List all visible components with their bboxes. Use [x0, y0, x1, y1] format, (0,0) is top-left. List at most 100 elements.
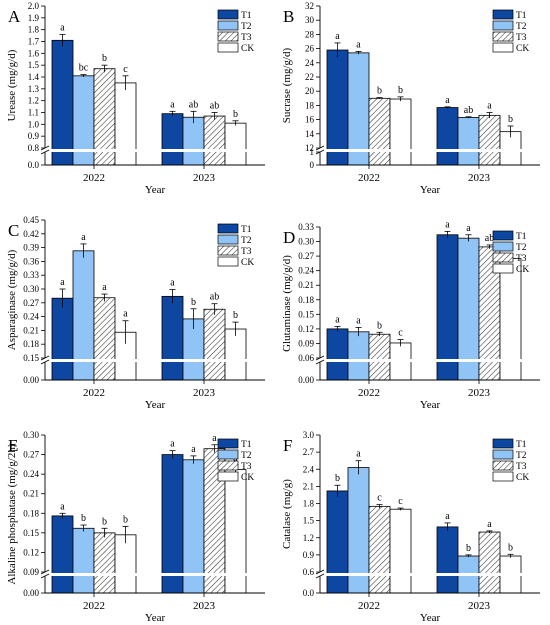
y-tick-label: 0.15	[298, 309, 314, 319]
legend-swatch	[217, 245, 239, 256]
y-tick-label: 22	[305, 72, 314, 82]
significance-letter: c	[398, 496, 403, 507]
y-tick-label: 0.00	[298, 375, 314, 385]
bar	[114, 534, 137, 594]
y-tick-label: 2.0	[28, 1, 40, 11]
legend-swatch	[217, 223, 239, 234]
y-tick-label: 28	[305, 29, 315, 39]
axis-break-band	[43, 573, 265, 576]
y-axis-label: Urease (mg/g/d)	[6, 49, 18, 121]
bar	[161, 295, 184, 381]
bar	[114, 82, 137, 166]
x-tick-label: 2023	[468, 387, 491, 399]
bar	[368, 97, 391, 166]
axis-break-mark	[315, 573, 325, 579]
y-axis-label: Alkaline phosphatase (mg/g/2h)	[6, 443, 18, 584]
y-tick-label: 0.18	[298, 295, 314, 305]
bar	[326, 328, 349, 381]
y-tick-label: 16	[305, 115, 315, 125]
y-tick-label: 1.4	[28, 72, 40, 82]
legend-label: CK	[516, 44, 529, 54]
legend-label: CK	[516, 265, 529, 275]
legend-swatch	[217, 20, 239, 31]
y-tick-label: 0	[310, 160, 315, 170]
bar	[93, 297, 116, 381]
y-tick-label: 1.9	[28, 13, 40, 23]
legend-label: CK	[241, 258, 254, 268]
y-tick-label: 0.8	[28, 143, 40, 153]
y-tick-label: 2.4	[303, 464, 315, 474]
significance-letter: b	[102, 516, 107, 527]
legend-swatch	[492, 9, 514, 20]
significance-letter: a	[356, 39, 361, 50]
legend-label: T3	[241, 462, 252, 472]
significance-letter: ab	[189, 99, 198, 110]
y-tick-label: 20	[305, 86, 315, 96]
significance-letter: a	[335, 314, 340, 325]
significance-letter: ab	[210, 292, 219, 303]
significance-letter: a	[170, 277, 175, 288]
panel-e: Eabbb2022aaaa20230.000.090.120.150.180.2…	[6, 430, 265, 624]
significance-letter: b	[377, 86, 382, 97]
y-tick-label: 2.1	[303, 481, 314, 491]
bar	[457, 117, 480, 166]
x-tick-label: 2023	[193, 600, 216, 612]
y-tick-label: 0.24	[23, 312, 39, 322]
x-tick-label: 2023	[193, 172, 216, 184]
significance-letter: b	[377, 320, 382, 331]
bar	[436, 526, 459, 594]
bar	[478, 531, 501, 594]
legend-swatch	[217, 234, 239, 245]
y-tick-label: 1.1	[28, 108, 39, 118]
legend-label: T3	[516, 33, 527, 43]
y-tick-label: 0.0	[303, 588, 315, 598]
legend-swatch	[217, 460, 239, 471]
y-tick-label: 0.21	[23, 325, 39, 335]
legend-label: T1	[241, 225, 252, 235]
significance-letter: b	[508, 114, 513, 125]
significance-letter: b	[191, 297, 196, 308]
x-tick-label: 2023	[468, 600, 491, 612]
legend-swatch	[492, 471, 514, 482]
legend-label: T1	[241, 440, 252, 450]
legend-label: T3	[516, 462, 527, 472]
x-axis-label: Year	[145, 399, 166, 411]
legend-label: CK	[241, 473, 254, 483]
y-tick-label: 0.15	[23, 528, 39, 538]
bar	[389, 508, 412, 594]
y-tick-label: 1.0	[28, 119, 40, 129]
x-axis-label: Year	[420, 184, 441, 196]
panel-letter: C	[8, 221, 19, 240]
bar	[457, 237, 480, 381]
y-tick-label: 1.7	[28, 37, 40, 47]
significance-letter: ab	[464, 105, 473, 116]
bar	[51, 39, 74, 166]
y-tick-label: 1.6	[28, 48, 40, 58]
bar	[51, 297, 74, 381]
significance-letter: ab	[210, 101, 219, 112]
significance-letter: c	[123, 64, 128, 75]
x-tick-label: 2022	[83, 387, 105, 399]
significance-letter: a	[445, 511, 450, 522]
y-tick-label: 18	[305, 100, 315, 110]
bar	[347, 331, 370, 381]
panel-f: Fb a c c 2022 a b a b 2023 0.0 0.6 0.9 1.2 1.5 1.8 2.1 2.…	[281, 430, 540, 624]
panel-letter: B	[283, 7, 294, 26]
y-tick-label: 0.24	[298, 266, 314, 276]
y-tick-label: 0.9	[303, 550, 315, 560]
significance-letter: a	[487, 519, 492, 530]
y-tick-label: 0.27	[298, 251, 314, 261]
y-tick-label: 3.0	[303, 430, 315, 440]
y-tick-label: 30	[305, 15, 315, 25]
y-axis-label: Sucrase (mg/g/d)	[281, 47, 293, 123]
legend-label: T1	[516, 440, 527, 450]
bar	[478, 114, 501, 166]
y-tick-label: 0.12	[298, 324, 314, 334]
y-axis-label: Catalase (mg/g)	[281, 479, 293, 549]
legend-label: T2	[241, 236, 252, 246]
